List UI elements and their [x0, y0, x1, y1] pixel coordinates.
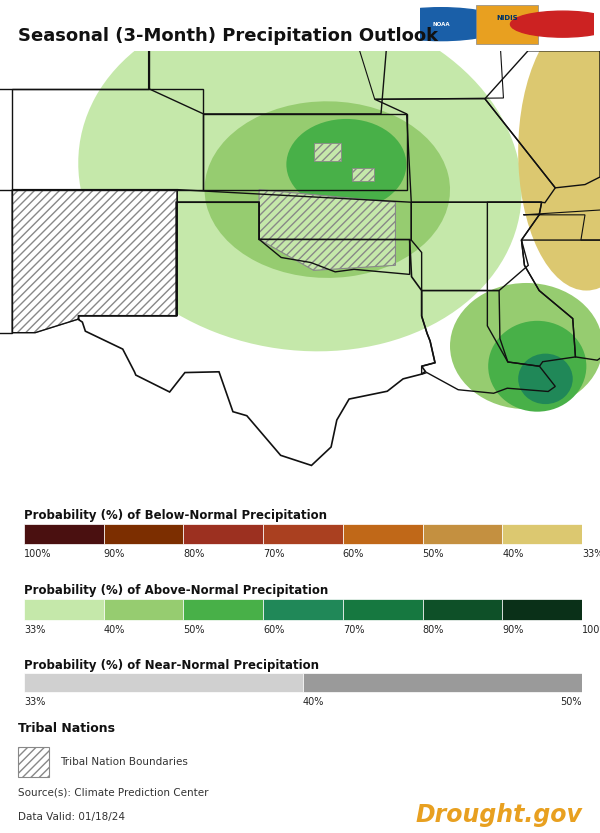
Text: Data Valid: 01/18/24: Data Valid: 01/18/24	[18, 811, 125, 821]
Ellipse shape	[518, 13, 600, 291]
Text: 33%: 33%	[582, 549, 600, 559]
Text: Tribal Nations: Tribal Nations	[18, 721, 115, 735]
Text: 90%: 90%	[502, 625, 524, 635]
Text: 60%: 60%	[343, 549, 364, 559]
Text: 100%: 100%	[582, 625, 600, 635]
Bar	[422, 600, 502, 620]
Circle shape	[375, 7, 507, 41]
Polygon shape	[352, 168, 374, 181]
Bar	[263, 524, 343, 544]
Text: Source(s): Climate Prediction Center: Source(s): Climate Prediction Center	[18, 788, 209, 798]
Bar	[104, 524, 184, 544]
Ellipse shape	[205, 102, 450, 278]
Text: 33%: 33%	[24, 696, 46, 707]
Text: 80%: 80%	[422, 625, 444, 635]
Text: Probability (%) of Below-Normal Precipitation: Probability (%) of Below-Normal Precipit…	[24, 509, 327, 521]
Text: NIDIS: NIDIS	[496, 15, 518, 21]
Bar	[502, 524, 582, 544]
Text: 40%: 40%	[303, 696, 325, 707]
Bar	[184, 600, 263, 620]
Bar	[24, 600, 104, 620]
Polygon shape	[314, 143, 341, 161]
Text: Probability (%) of Above-Normal Precipitation: Probability (%) of Above-Normal Precipit…	[24, 585, 328, 597]
Text: 50%: 50%	[184, 625, 205, 635]
Bar	[24, 524, 104, 544]
Text: Tribal Nation Boundaries: Tribal Nation Boundaries	[60, 756, 188, 766]
Polygon shape	[259, 190, 395, 271]
Text: 40%: 40%	[104, 625, 125, 635]
Bar	[104, 600, 184, 620]
Bar	[184, 524, 263, 544]
Text: 80%: 80%	[184, 549, 205, 559]
Text: 100%: 100%	[24, 549, 52, 559]
Text: Drought.gov: Drought.gov	[415, 803, 582, 826]
Polygon shape	[12, 190, 177, 332]
Text: 70%: 70%	[343, 625, 364, 635]
Bar	[18, 746, 49, 777]
Ellipse shape	[450, 283, 600, 409]
Text: Probability (%) of Near-Normal Precipitation: Probability (%) of Near-Normal Precipita…	[24, 659, 319, 671]
Bar	[422, 524, 502, 544]
Text: 50%: 50%	[422, 549, 444, 559]
Text: 90%: 90%	[104, 549, 125, 559]
Bar	[502, 600, 582, 620]
Text: 33%: 33%	[24, 625, 46, 635]
Bar	[263, 600, 343, 620]
Text: NOAA: NOAA	[432, 22, 449, 27]
Text: 50%: 50%	[560, 696, 582, 707]
Bar	[343, 524, 422, 544]
Ellipse shape	[518, 354, 573, 404]
Bar	[24, 673, 303, 692]
Ellipse shape	[78, 2, 522, 352]
Bar	[343, 600, 422, 620]
Ellipse shape	[488, 321, 586, 412]
Bar	[476, 5, 538, 43]
Ellipse shape	[286, 119, 406, 210]
Text: Seasonal (3-Month) Precipitation Outlook: Seasonal (3-Month) Precipitation Outlook	[18, 27, 438, 45]
Text: 40%: 40%	[502, 549, 524, 559]
Bar	[303, 673, 582, 692]
Circle shape	[511, 11, 600, 37]
Text: 60%: 60%	[263, 625, 284, 635]
Text: 70%: 70%	[263, 549, 284, 559]
